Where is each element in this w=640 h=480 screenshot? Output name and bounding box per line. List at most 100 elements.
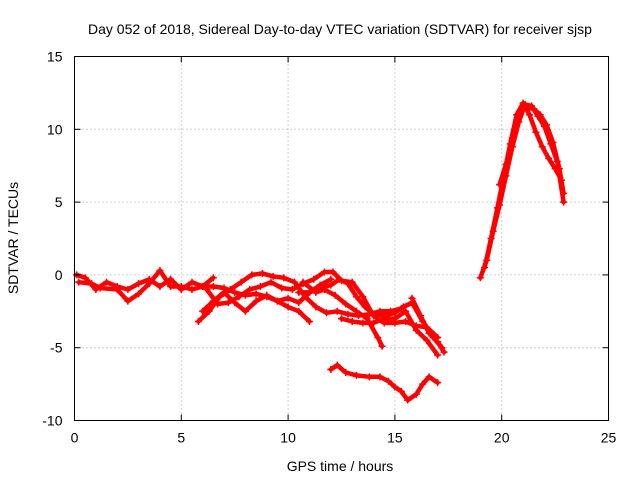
data-point xyxy=(177,283,185,291)
data-point xyxy=(96,284,104,292)
data-point xyxy=(338,315,345,323)
data-point xyxy=(423,336,431,344)
data-point xyxy=(342,368,350,376)
data-point xyxy=(397,387,405,395)
data-point xyxy=(419,380,427,388)
data-point xyxy=(370,319,378,327)
data-point xyxy=(532,128,540,136)
data-point xyxy=(333,307,341,315)
data-point xyxy=(417,312,425,320)
x-tick-label: 5 xyxy=(177,430,185,446)
data-point xyxy=(267,278,275,286)
data-point xyxy=(496,181,504,189)
data-point xyxy=(515,112,523,120)
data-point xyxy=(476,274,484,282)
data-point xyxy=(237,278,245,286)
data-point xyxy=(320,268,328,276)
data-point xyxy=(560,189,568,197)
data-point xyxy=(408,294,416,302)
data-point xyxy=(312,303,320,311)
x-tick-label: 10 xyxy=(280,430,296,446)
y-tick-label: 10 xyxy=(47,121,63,137)
x-axis-label: GPS time / hours xyxy=(287,458,394,474)
series-layer xyxy=(73,99,568,404)
data-point xyxy=(323,309,331,317)
data-point xyxy=(235,293,243,301)
data-point xyxy=(329,268,337,276)
data-point xyxy=(288,285,296,293)
data-point xyxy=(359,293,367,301)
data-point xyxy=(203,285,211,293)
data-point xyxy=(384,377,392,385)
data-point xyxy=(145,280,153,288)
data-point xyxy=(525,111,533,119)
data-point xyxy=(352,371,360,379)
data-point xyxy=(295,307,303,315)
data-point xyxy=(273,297,281,305)
data-point xyxy=(81,274,89,282)
data-point xyxy=(188,285,196,293)
data-point xyxy=(508,134,516,142)
data-point xyxy=(291,278,299,286)
data-point xyxy=(209,274,217,282)
series-track-10 xyxy=(328,362,440,403)
y-tick-label: -10 xyxy=(42,413,62,429)
data-point xyxy=(545,154,553,162)
data-point xyxy=(331,291,339,299)
y-tick-label: 5 xyxy=(55,194,63,210)
data-point xyxy=(284,294,292,302)
data-point xyxy=(440,348,448,356)
data-point xyxy=(376,373,384,381)
data-point xyxy=(205,307,213,315)
y-tick-label: -5 xyxy=(50,340,63,356)
x-tick-label: 0 xyxy=(71,430,79,446)
data-point xyxy=(344,280,352,288)
data-point xyxy=(252,297,260,305)
data-point xyxy=(370,310,378,318)
data-point xyxy=(412,326,420,334)
data-point xyxy=(374,334,382,342)
data-point xyxy=(256,283,264,291)
data-point xyxy=(199,283,207,291)
data-point xyxy=(487,235,495,242)
x-tick-label: 20 xyxy=(494,430,510,446)
data-point xyxy=(352,307,360,315)
data-point xyxy=(295,299,303,307)
data-point xyxy=(241,307,249,315)
data-point xyxy=(352,293,360,301)
data-point xyxy=(361,303,369,311)
data-point xyxy=(502,160,510,168)
data-point xyxy=(380,315,388,323)
data-point xyxy=(263,291,271,299)
data-point xyxy=(560,198,568,206)
data-point xyxy=(310,275,318,283)
data-point xyxy=(391,315,399,323)
data-point xyxy=(88,280,96,288)
data-point xyxy=(434,351,442,359)
data-point xyxy=(231,288,239,296)
data-point xyxy=(344,310,352,318)
data-point xyxy=(124,285,132,293)
data-point xyxy=(299,278,307,286)
data-point xyxy=(530,105,538,113)
tick-layer: 0 5 10 15 20 25 -10 -5 0 5 10 15 xyxy=(42,49,616,446)
data-point xyxy=(327,281,335,289)
data-point xyxy=(391,383,399,391)
data-point xyxy=(258,269,266,277)
x-tick-label: 25 xyxy=(601,430,617,446)
data-point xyxy=(348,317,356,325)
chart-title: Day 052 of 2018, Sidereal Day-to-day VTE… xyxy=(88,21,592,37)
data-point xyxy=(284,303,292,311)
data-point xyxy=(305,288,313,296)
data-point xyxy=(199,307,207,315)
data-point xyxy=(404,396,412,404)
data-point xyxy=(342,300,350,308)
y-axis-label: SDTVAR / TECUs xyxy=(5,182,21,294)
data-point xyxy=(246,285,254,293)
data-point xyxy=(335,275,343,283)
data-point xyxy=(75,278,83,286)
data-point xyxy=(224,299,232,307)
data-point xyxy=(220,288,228,296)
data-point xyxy=(378,342,386,350)
data-point xyxy=(519,99,527,107)
